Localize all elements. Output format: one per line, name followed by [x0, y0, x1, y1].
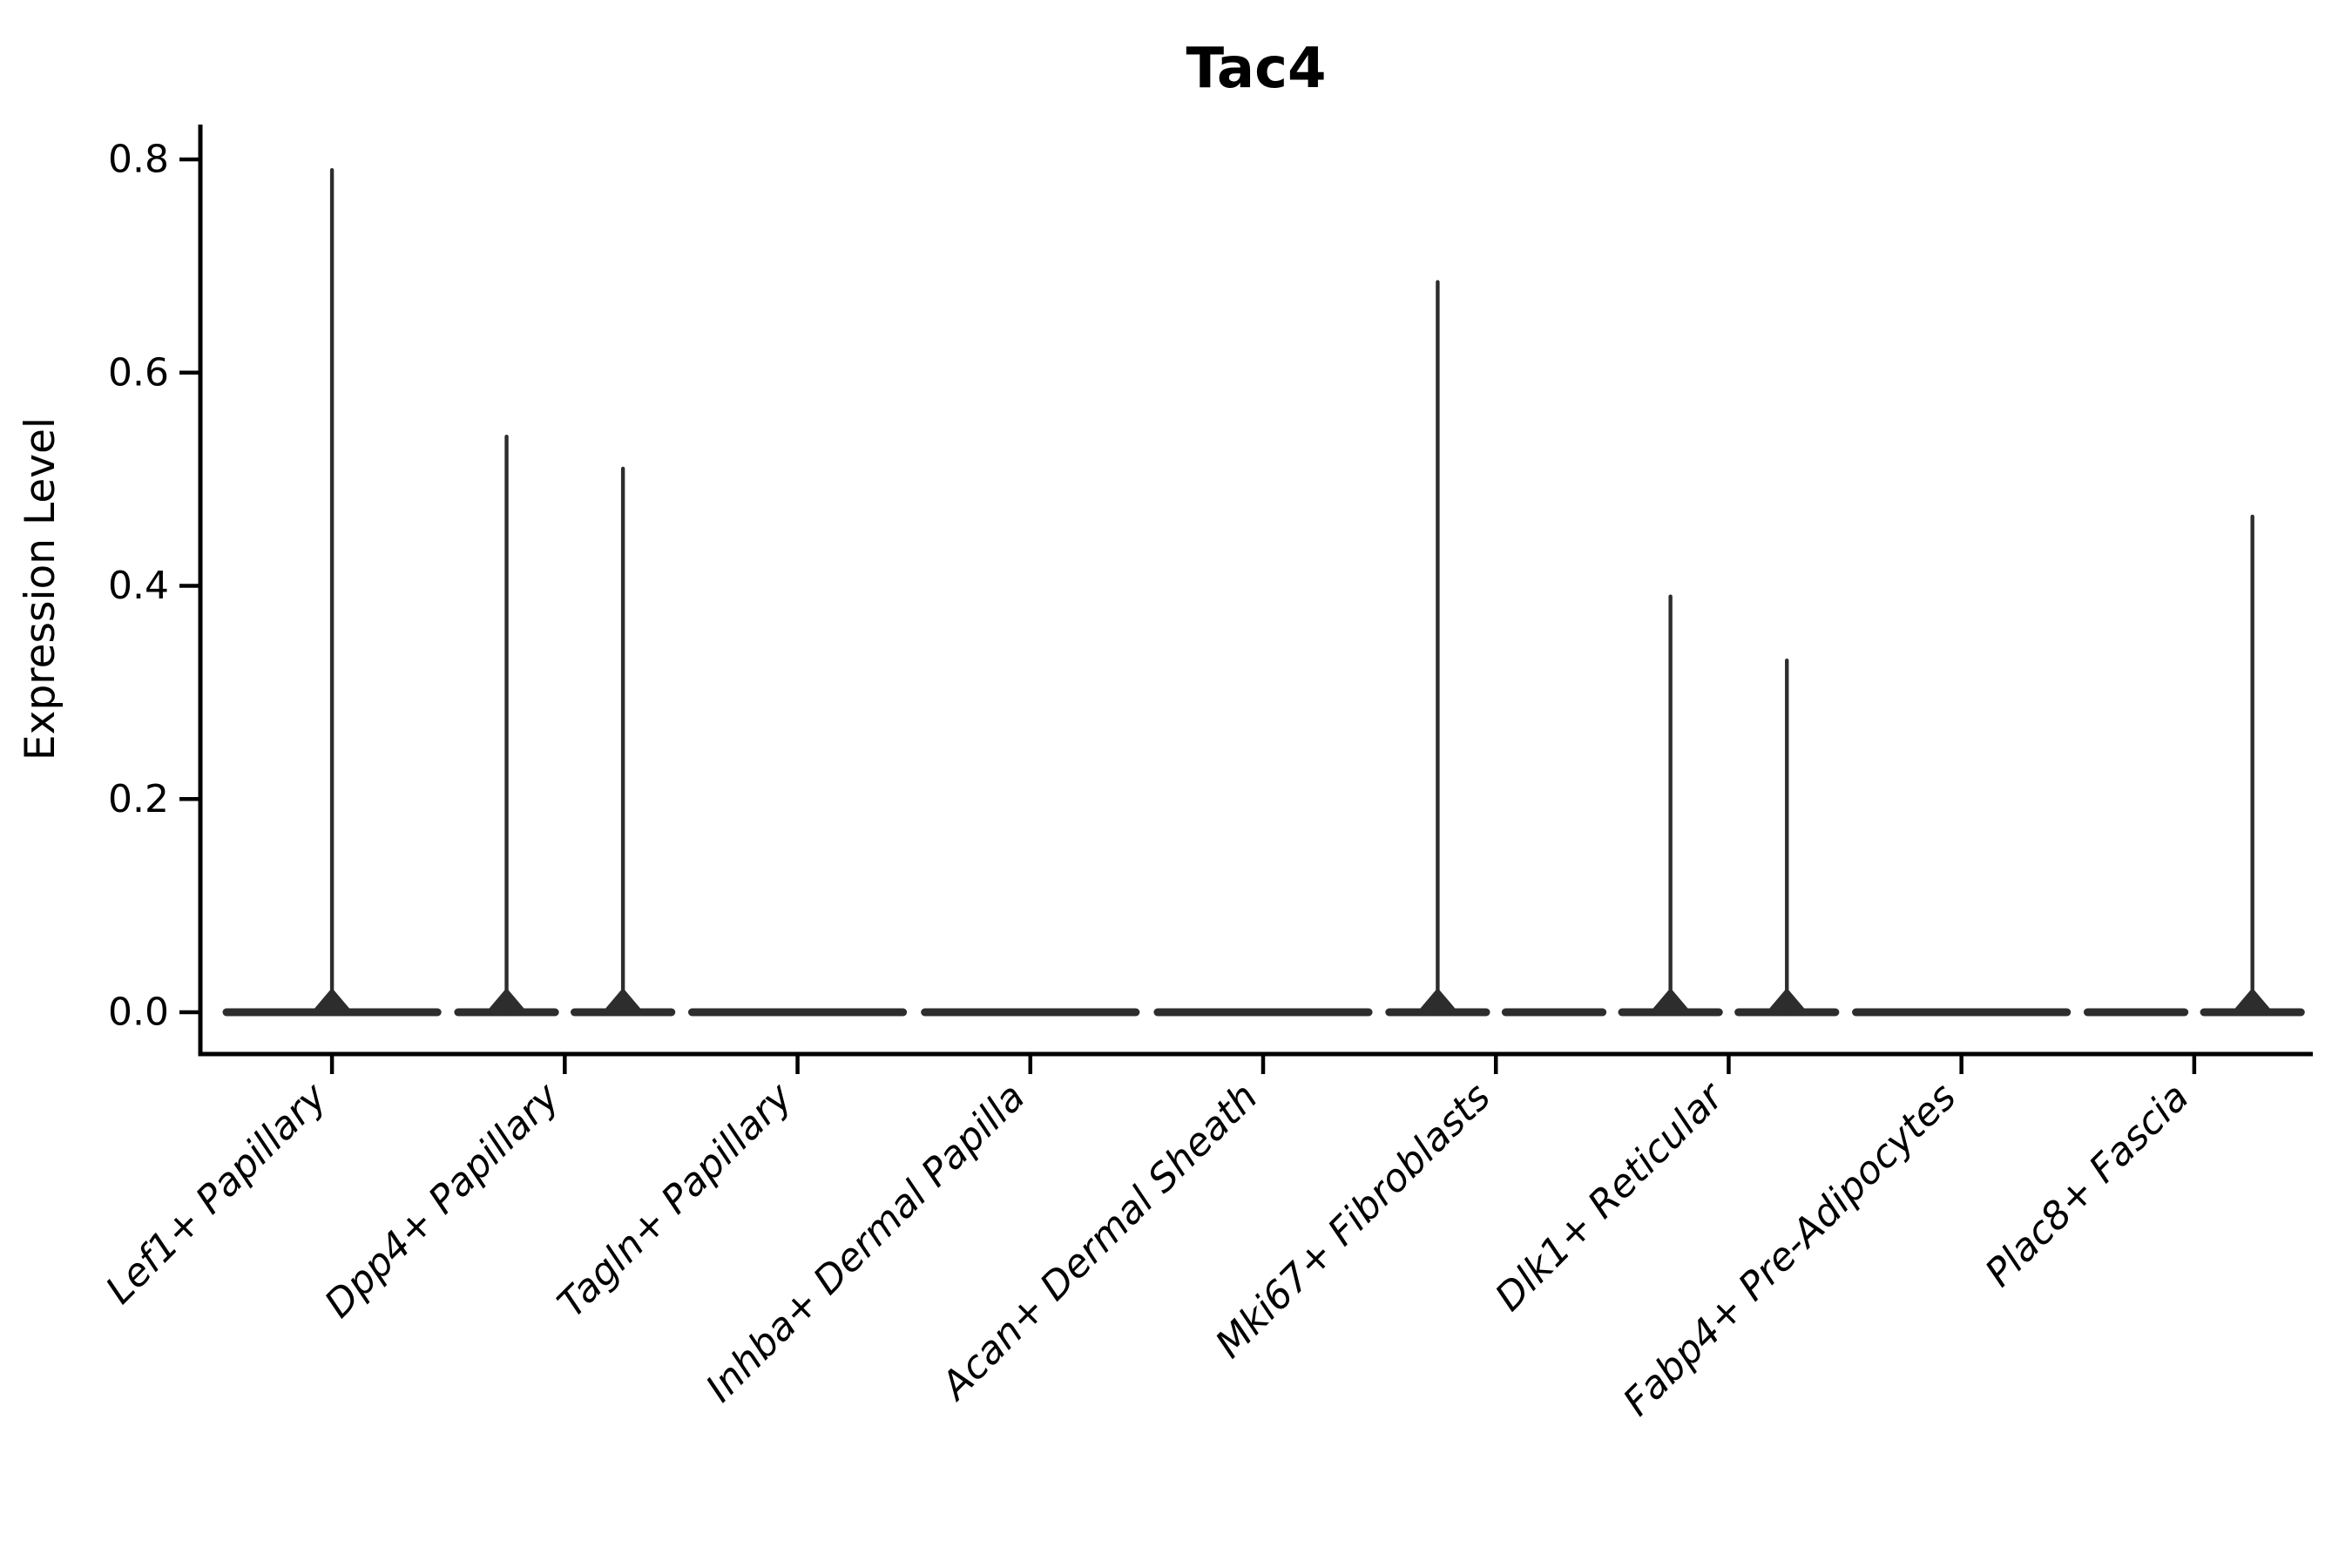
violin-base — [1501, 1008, 1607, 1017]
violin-base — [1618, 1008, 1723, 1017]
x-tick-label: Dlk1+ Reticular — [1487, 1073, 1734, 1320]
violin-base — [1385, 1008, 1490, 1017]
violin — [921, 1008, 1140, 1017]
violin — [571, 466, 676, 1017]
violin — [687, 1008, 908, 1017]
violin — [1734, 658, 1840, 1017]
violin — [1501, 1008, 1607, 1017]
axes — [179, 125, 2313, 1074]
violin — [1385, 280, 1490, 1017]
violin — [454, 434, 559, 1017]
violin — [2200, 514, 2305, 1017]
violin — [1618, 594, 1723, 1017]
y-tick-label: 0.8 — [108, 138, 169, 182]
violin-base — [921, 1008, 1140, 1017]
violin — [1852, 1008, 2072, 1017]
violin-base — [2083, 1008, 2189, 1017]
violin-base — [222, 1008, 442, 1017]
violin-base — [2200, 1008, 2305, 1017]
violin-base — [1852, 1008, 2072, 1017]
violin — [222, 168, 442, 1017]
violin — [2083, 1008, 2189, 1017]
violins — [222, 168, 2305, 1017]
x-tick-label: Tagln+ Papillary — [550, 1074, 801, 1326]
violin — [1153, 1008, 1373, 1017]
x-tick-label: Dpp4+ Papillary — [316, 1074, 569, 1327]
x-tick-label: Plac8+ Fascia — [1977, 1075, 2197, 1295]
y-axis-label: Expression Level — [17, 417, 64, 760]
violin-base — [454, 1008, 559, 1017]
x-tick-label: Lef1+ Papillary — [98, 1074, 336, 1313]
y-tick-label: 0.2 — [108, 777, 169, 821]
y-tick-label: 0.0 — [108, 990, 169, 1035]
violin-base — [1734, 1008, 1840, 1017]
violin-base — [571, 1008, 676, 1017]
chart-title: Tac4 — [1186, 37, 1326, 101]
violin-base — [687, 1008, 908, 1017]
violin-base — [1153, 1008, 1373, 1017]
y-tick-labels: 0.0 0.2 0.4 0.6 0.8 — [108, 138, 169, 1035]
y-tick-label: 0.4 — [108, 564, 169, 608]
y-tick-label: 0.6 — [108, 350, 169, 395]
